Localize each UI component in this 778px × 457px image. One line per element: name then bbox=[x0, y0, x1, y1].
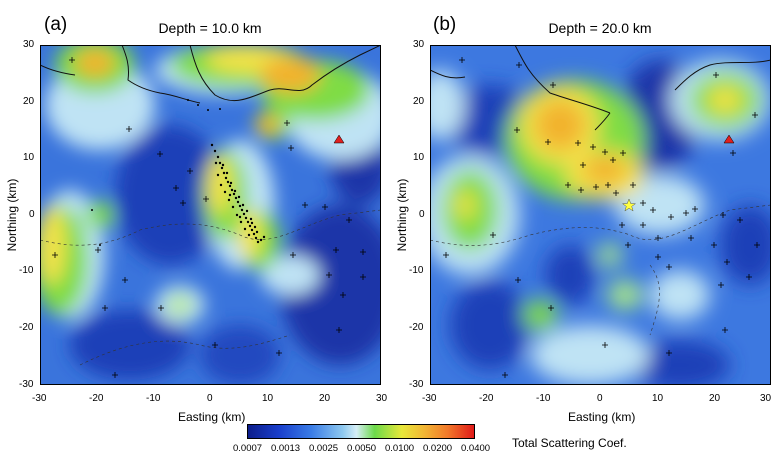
y-tick: 30 bbox=[23, 39, 35, 50]
x-tick: 20 bbox=[319, 393, 331, 404]
y-tick: 20 bbox=[413, 96, 425, 107]
seismicity-cluster bbox=[91, 99, 266, 246]
y-tick: 10 bbox=[23, 152, 35, 163]
x-tick: 20 bbox=[709, 393, 721, 404]
epicenter-star-icon bbox=[621, 198, 637, 212]
panel-a-ylabel: Northing (km) bbox=[5, 178, 19, 252]
colorbar-tick: 0.0200 bbox=[423, 443, 453, 454]
x-tick: 30 bbox=[376, 393, 388, 404]
x-tick: -20 bbox=[479, 393, 494, 404]
colorbar-tick: 0.0100 bbox=[385, 443, 415, 454]
colorbar-tick: 0.0013 bbox=[271, 443, 301, 454]
y-tick: -20 bbox=[409, 322, 424, 333]
colorbar bbox=[247, 424, 475, 439]
volcano-triangle-icon bbox=[333, 134, 345, 144]
volcano-triangle-icon bbox=[723, 134, 735, 144]
x-tick: -30 bbox=[422, 393, 437, 404]
station-markers bbox=[443, 57, 760, 378]
colorbar-title: Total Scattering Coef. bbox=[512, 436, 627, 450]
panel-b-map bbox=[430, 45, 771, 385]
x-tick: -10 bbox=[536, 393, 551, 404]
colorbar-tick: 0.0400 bbox=[461, 443, 491, 454]
x-tick: 0 bbox=[597, 393, 603, 404]
station-markers bbox=[52, 57, 366, 378]
y-tick: -10 bbox=[409, 265, 424, 276]
x-tick: 10 bbox=[652, 393, 664, 404]
y-tick: 0 bbox=[419, 209, 425, 220]
y-tick: 20 bbox=[23, 96, 35, 107]
panel-a-xlabel: Easting (km) bbox=[178, 410, 246, 424]
panel-b-label: (b) bbox=[433, 14, 457, 35]
colorbar-tick: 0.0025 bbox=[309, 443, 339, 454]
y-tick: -10 bbox=[19, 265, 34, 276]
panel-a-map bbox=[40, 45, 381, 385]
panel-b-title: Depth = 20.0 km bbox=[548, 20, 652, 36]
x-tick: 0 bbox=[207, 393, 213, 404]
colorbar-tick: 0.0007 bbox=[233, 443, 263, 454]
panel-a-title: Depth = 10.0 km bbox=[158, 20, 262, 36]
panel-b-xlabel: Easting (km) bbox=[568, 410, 636, 424]
x-tick: 30 bbox=[760, 393, 772, 404]
x-tick: -20 bbox=[89, 393, 104, 404]
x-tick: -10 bbox=[146, 393, 161, 404]
x-tick: -30 bbox=[32, 393, 47, 404]
x-tick: 10 bbox=[262, 393, 274, 404]
y-tick: 10 bbox=[413, 152, 425, 163]
y-tick: -30 bbox=[409, 379, 424, 390]
panel-b-ylabel: Northing (km) bbox=[395, 178, 409, 252]
y-tick: 0 bbox=[29, 209, 35, 220]
panel-a-label: (a) bbox=[44, 14, 68, 35]
colorbar-tick: 0.0050 bbox=[347, 443, 377, 454]
y-tick: -20 bbox=[19, 322, 34, 333]
y-tick: 30 bbox=[413, 39, 425, 50]
y-tick: -30 bbox=[19, 379, 34, 390]
